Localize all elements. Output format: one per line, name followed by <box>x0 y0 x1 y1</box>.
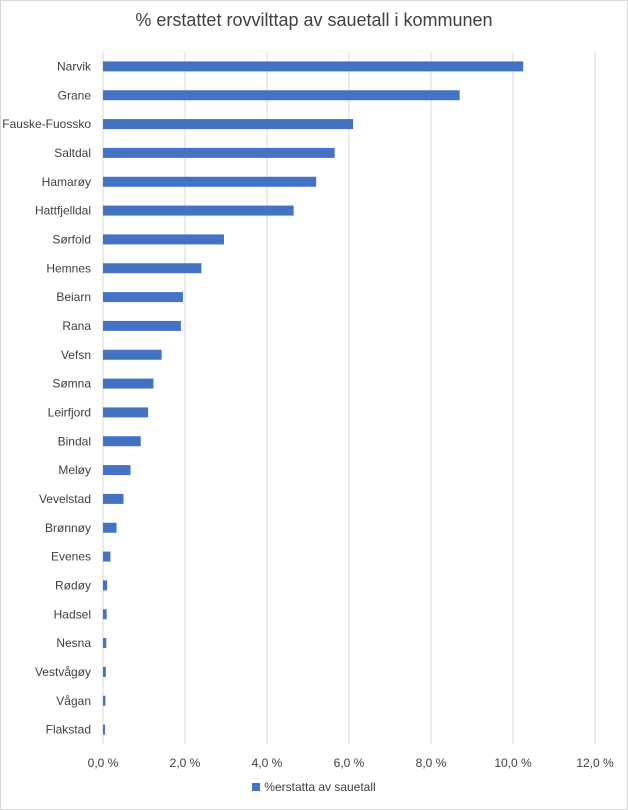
category-label: Fauske-Fuossko <box>2 117 91 131</box>
bar <box>103 234 224 245</box>
category-label: Hamarøy <box>42 175 91 189</box>
bar <box>103 61 524 72</box>
category-label: Hattfjelldal <box>35 204 91 218</box>
x-tick-label: 0,0 % <box>88 756 119 770</box>
category-label: Meløy <box>58 463 91 477</box>
bar <box>103 320 181 331</box>
category-label: Beiarn <box>56 290 91 304</box>
bar <box>103 638 107 649</box>
bar <box>103 522 117 533</box>
category-label: Rana <box>62 319 91 333</box>
bar <box>103 609 107 620</box>
bar <box>103 292 183 303</box>
bar <box>103 176 317 187</box>
bar <box>103 407 149 418</box>
legend-label: %erstatta av sauetall <box>264 780 376 794</box>
bar <box>103 724 106 735</box>
x-tick-label: 12,0 % <box>576 756 614 770</box>
category-label: Vestvågøy <box>35 665 91 679</box>
category-label: Sørfold <box>52 232 91 246</box>
category-label: Saltdal <box>54 146 91 160</box>
category-label: Bindal <box>58 434 91 448</box>
x-tick-label: 8,0 % <box>416 756 447 770</box>
x-tick-label: 10,0 % <box>494 756 532 770</box>
category-label: Vefsn <box>61 348 91 362</box>
bar <box>103 695 106 706</box>
x-tick-label: 6,0 % <box>334 756 365 770</box>
category-label: Sømna <box>52 377 91 391</box>
category-label: Hadsel <box>54 607 91 621</box>
category-label: Grane <box>58 88 92 102</box>
bar <box>103 90 460 101</box>
category-label: Leirfjord <box>48 405 91 419</box>
category-label: Hemnes <box>46 261 91 275</box>
category-label: Brønnøy <box>45 521 91 535</box>
bar <box>103 493 124 504</box>
category-label: Rødøy <box>55 578 91 592</box>
legend-swatch <box>252 783 261 791</box>
bar <box>103 551 111 562</box>
x-tick-label: 2,0 % <box>170 756 201 770</box>
category-labels: Narvik Grane Fauske-Fuossko Saltdal Hamarøy H… <box>2 59 92 736</box>
category-label: Vevelstad <box>39 492 91 506</box>
category-label: Nesna <box>56 636 91 650</box>
bar <box>103 349 162 360</box>
bar <box>103 119 354 130</box>
category-label: Vågan <box>56 694 91 708</box>
legend: %erstatta av sauetall <box>0 780 628 794</box>
bar <box>103 580 108 591</box>
bar <box>103 378 154 389</box>
bar <box>103 147 335 158</box>
bar <box>103 205 294 216</box>
category-label: Flakstad <box>46 723 91 737</box>
chart-title: % erstattet rovvilttap av sauetall i kom… <box>135 10 493 30</box>
bar <box>103 465 131 476</box>
bars <box>103 61 524 735</box>
gridlines <box>102 52 596 744</box>
tick-labels: 0,0 % 2,0 % 4,0 % 6,0 % 8,0 % 10,0 % 12,0 % <box>88 756 614 770</box>
category-label: Narvik <box>57 59 92 73</box>
category-label: Evenes <box>51 550 91 564</box>
x-tick-label: 4,0 % <box>252 756 283 770</box>
bar <box>103 436 141 447</box>
bar <box>103 666 106 677</box>
bar <box>103 263 202 274</box>
